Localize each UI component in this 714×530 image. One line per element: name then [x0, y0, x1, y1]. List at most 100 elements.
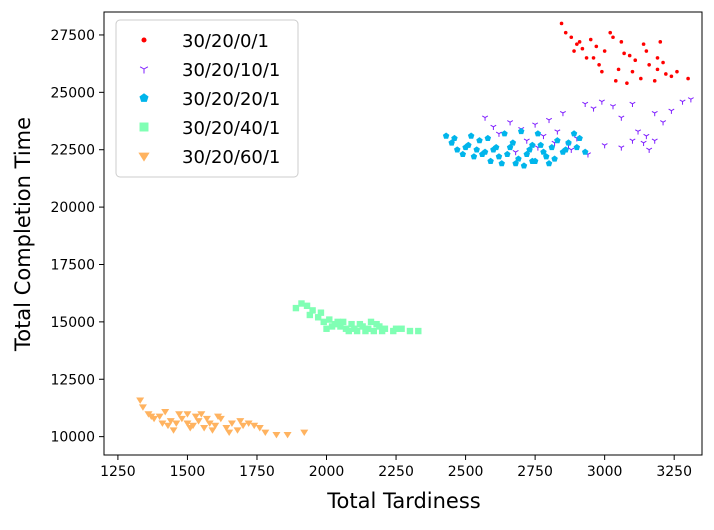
data-point	[602, 49, 607, 53]
legend-marker	[138, 152, 150, 162]
data-point	[534, 130, 542, 137]
data-point	[442, 132, 450, 139]
data-point	[601, 143, 608, 149]
data-point	[633, 58, 638, 63]
data-point	[609, 104, 617, 110]
data-point	[520, 162, 528, 169]
data-point	[459, 150, 467, 158]
data-point	[501, 130, 508, 137]
data-point	[225, 429, 234, 437]
data-point	[138, 404, 147, 411]
data-point	[548, 144, 556, 151]
data-point	[482, 115, 489, 121]
x-tick-label: 2750	[517, 464, 553, 480]
series-5	[136, 397, 309, 439]
data-point	[643, 133, 650, 140]
data-point	[570, 130, 578, 137]
data-point	[283, 431, 292, 439]
data-point	[660, 120, 667, 126]
data-point	[529, 141, 536, 148]
data-point	[509, 139, 517, 146]
data-point	[326, 316, 333, 323]
data-point	[451, 134, 458, 141]
data-point	[507, 120, 514, 126]
plot-frame	[103, 11, 703, 456]
data-point	[406, 327, 414, 335]
y-tick-label: 20000	[50, 200, 95, 216]
data-point	[588, 37, 593, 42]
data-point	[484, 134, 492, 141]
data-point	[580, 46, 585, 51]
data-point	[314, 314, 322, 321]
data-point	[575, 42, 579, 46]
data-point	[594, 44, 599, 49]
data-point	[298, 300, 305, 307]
data-point	[495, 131, 502, 137]
data-point	[161, 408, 170, 416]
data-point	[529, 157, 536, 164]
data-point	[244, 420, 253, 427]
data-point	[317, 309, 325, 316]
data-point	[454, 146, 461, 153]
data-point	[233, 427, 242, 434]
data-point	[573, 144, 581, 151]
data-point	[166, 418, 175, 425]
data-point	[590, 106, 597, 112]
data-point	[658, 40, 663, 44]
legend-label: 30/20/60/1	[182, 147, 280, 168]
data-point	[562, 146, 569, 153]
data-point	[568, 147, 575, 153]
data-point	[367, 318, 375, 326]
data-point	[582, 101, 589, 108]
data-point	[634, 129, 642, 135]
data-point	[373, 320, 380, 328]
data-point	[303, 302, 311, 310]
data-point	[572, 49, 576, 53]
data-point	[351, 325, 358, 332]
data-point	[334, 318, 341, 326]
data-point	[172, 420, 181, 427]
data-point	[205, 420, 214, 427]
data-point	[540, 133, 547, 140]
data-point	[147, 413, 156, 420]
data-point	[554, 129, 561, 135]
x-tick-label: 2250	[378, 464, 414, 480]
data-point	[611, 35, 615, 40]
data-point	[328, 323, 336, 330]
data-point	[155, 413, 164, 420]
data-point	[618, 115, 625, 121]
data-point	[227, 420, 236, 427]
data-point	[545, 160, 553, 167]
data-point	[652, 79, 657, 83]
data-point	[651, 110, 658, 117]
legend-label: 30/20/40/1	[182, 118, 280, 139]
y-tick-label: 12500	[50, 372, 95, 388]
data-point	[627, 53, 632, 58]
y-tick-label: 17500	[50, 257, 95, 273]
data-point	[222, 425, 231, 432]
data-point	[309, 307, 316, 314]
legend-label: 30/20/10/1	[182, 60, 280, 81]
data-point	[619, 40, 624, 44]
series-2	[482, 97, 694, 158]
data-point	[239, 422, 248, 430]
data-point	[236, 418, 245, 425]
data-point	[467, 132, 475, 139]
data-point	[191, 413, 200, 420]
data-point	[559, 110, 566, 117]
legend-marker	[139, 122, 149, 132]
data-point	[504, 150, 511, 158]
data-point	[202, 415, 211, 423]
data-point	[378, 327, 386, 335]
data-point	[661, 60, 665, 65]
data-point	[641, 42, 646, 46]
data-point	[470, 153, 478, 160]
data-point	[398, 325, 405, 332]
legend-marker	[139, 66, 149, 74]
data-point	[136, 397, 145, 404]
data-point	[569, 35, 574, 40]
y-axis-label: Total Completion Time	[11, 117, 35, 352]
data-point	[512, 149, 519, 156]
data-point	[668, 108, 675, 114]
